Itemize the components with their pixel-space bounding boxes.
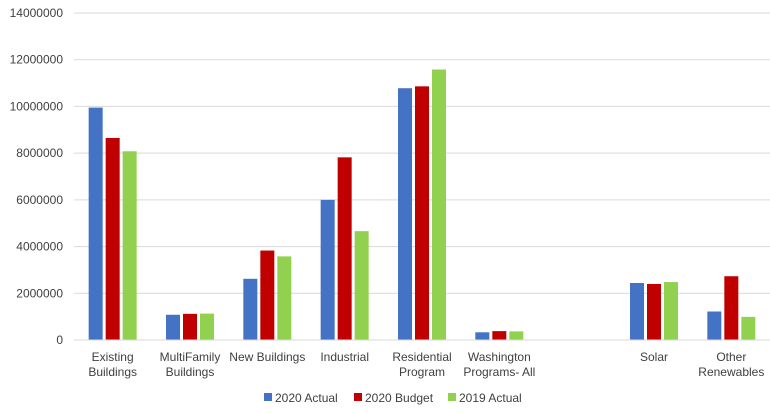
y-axis-ticks: 0 2000000 4000000 6000000 8000000 10000000 120… bbox=[10, 6, 64, 347]
x-tick-label: New Buildings bbox=[229, 350, 305, 364]
x-tick-label: Existing bbox=[92, 350, 134, 364]
bar-2020-actual bbox=[707, 311, 722, 340]
bar-2020-budget bbox=[260, 250, 275, 340]
x-tick-label: MultiFamily bbox=[160, 350, 221, 364]
bar-2020-actual bbox=[88, 107, 103, 340]
x-tick-label: Residential bbox=[392, 350, 451, 364]
legend-swatch bbox=[448, 393, 456, 401]
x-tick-label: Renewables bbox=[698, 365, 764, 379]
bar-2020-budget bbox=[724, 276, 739, 340]
legend-label: 2019 Actual bbox=[459, 391, 522, 405]
x-tick-label: Other bbox=[716, 350, 746, 364]
y-tick-label: 8000000 bbox=[16, 146, 63, 160]
bar-2020-actual bbox=[475, 332, 490, 340]
y-tick-label: 2000000 bbox=[16, 286, 63, 300]
legend-swatch bbox=[354, 393, 362, 401]
bar-2019-actual bbox=[354, 231, 369, 340]
bar-2020-budget bbox=[337, 157, 352, 340]
y-tick-label: 14000000 bbox=[10, 6, 64, 20]
bar-2019-actual bbox=[664, 282, 678, 340]
bar-2019-actual bbox=[509, 331, 524, 340]
x-tick-label: Washington bbox=[468, 350, 531, 364]
x-tick-label: Industrial bbox=[320, 350, 369, 364]
legend-swatch bbox=[264, 393, 272, 401]
bar-2019-actual bbox=[277, 256, 292, 340]
bar-2020-budget bbox=[492, 331, 507, 340]
bar-2020-budget bbox=[647, 283, 661, 340]
bar-2020-budget bbox=[415, 86, 429, 340]
bar-2020-actual bbox=[630, 283, 644, 340]
y-tick-label: 4000000 bbox=[16, 240, 63, 254]
legend-label: 2020 Budget bbox=[365, 391, 434, 405]
y-tick-label: 10000000 bbox=[10, 99, 64, 113]
bar-2019-actual bbox=[741, 316, 756, 340]
bar-2020-actual bbox=[166, 314, 180, 340]
bar-2020-budget bbox=[183, 313, 197, 340]
x-axis-labels: ExistingBuildingsMultiFamilyBuildingsNew… bbox=[88, 350, 764, 379]
x-tick-label: Solar bbox=[640, 350, 668, 364]
bar-2020-budget bbox=[105, 137, 120, 340]
bars bbox=[88, 69, 756, 341]
x-tick-label: Programs- All bbox=[463, 365, 535, 379]
bar-2019-actual bbox=[432, 69, 446, 340]
x-tick-label: Program bbox=[399, 365, 445, 379]
bar-2020-actual bbox=[320, 199, 335, 340]
legend-label: 2020 Actual bbox=[275, 391, 338, 405]
bar-2020-actual bbox=[398, 88, 412, 341]
legend: 2020 Actual 2020 Budget 2019 Actual bbox=[264, 391, 522, 405]
x-tick-label: Buildings bbox=[88, 365, 137, 379]
bar-2019-actual bbox=[122, 151, 137, 340]
bar-2020-actual bbox=[243, 278, 258, 340]
x-tick-label: Buildings bbox=[166, 365, 215, 379]
bar-2019-actual bbox=[200, 313, 214, 340]
y-tick-label: 0 bbox=[56, 333, 63, 347]
y-tick-label: 12000000 bbox=[10, 53, 64, 67]
y-tick-label: 6000000 bbox=[16, 193, 63, 207]
